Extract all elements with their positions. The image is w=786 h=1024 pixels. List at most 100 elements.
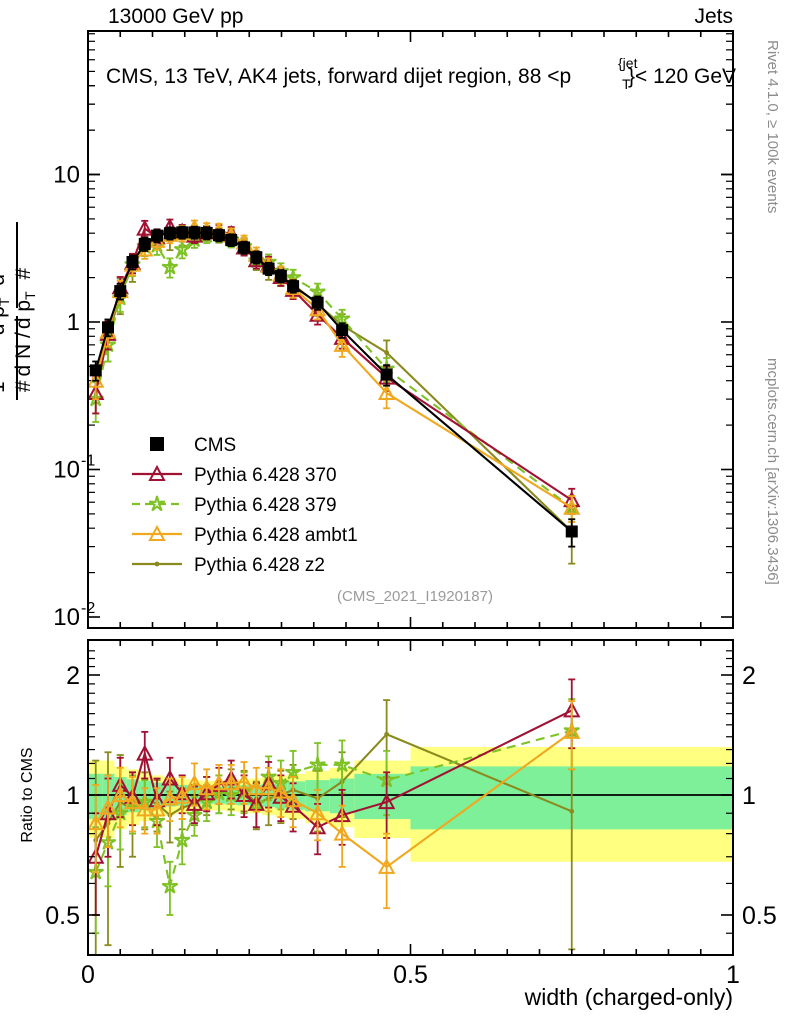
main-y-axis-label-den: 1d pT dλ: [0, 267, 14, 393]
ratio-y-tick-label-right: 0.5: [742, 902, 777, 930]
marker-square: [101, 321, 114, 334]
marker-square: [188, 226, 201, 239]
band-inner: [354, 773, 411, 820]
marker-star: [333, 310, 351, 327]
marker-triangle: [89, 814, 105, 831]
marker-star: [309, 756, 326, 773]
marker-star: [284, 764, 302, 780]
marker-triangle: [377, 792, 396, 810]
marker-triangle: [99, 798, 117, 815]
side-label-mcplots: mcplots.cern.ch [arXiv:1306.3436]: [764, 358, 781, 585]
marker-star: [161, 878, 179, 894]
marker-triangle: [259, 779, 278, 796]
main-title-sup: {jet: [618, 55, 638, 71]
marker-square: [262, 262, 275, 275]
marker-dot: [384, 350, 390, 356]
marker-square: [150, 437, 164, 451]
marker-square: [311, 296, 324, 309]
x-axis-title: width (charged-only): [524, 984, 733, 1010]
marker-triangle: [198, 779, 216, 796]
marker-triangle: [173, 787, 191, 804]
main-axis-ticks: [87, 31, 734, 628]
legend-label: Pythia 6.428 379: [194, 495, 337, 516]
marker-triangle: [333, 335, 351, 352]
ratio-y-tick-label-right: 1: [742, 782, 756, 810]
marker-star: [309, 283, 326, 300]
y-tick-label: 1: [67, 309, 80, 336]
ratio-y-tick-label: 2: [66, 662, 80, 690]
marker-triangle: [136, 219, 154, 236]
ratio-y-tick-label: 0.5: [45, 902, 80, 930]
marker-dot: [154, 561, 160, 567]
main-panel-frame: [87, 30, 734, 629]
marker-triangle: [247, 779, 266, 796]
marker-square: [380, 368, 393, 381]
marker-square: [126, 256, 139, 269]
marker-square: [89, 364, 102, 377]
marker-square: [163, 227, 176, 240]
x-tick-label: 0: [81, 961, 95, 989]
marker-square: [225, 233, 238, 246]
marker-square: [114, 285, 127, 298]
marker-star: [161, 259, 179, 275]
marker-triangle: [185, 794, 204, 811]
legend-label: Pythia 6.428 370: [194, 465, 337, 486]
marker-triangle: [235, 772, 253, 789]
marker-square: [274, 270, 287, 283]
marker-triangle: [111, 785, 129, 802]
marker-square: [212, 229, 225, 242]
marker-triangle: [148, 524, 166, 541]
main-data-series: [89, 217, 581, 565]
marker-square: [238, 241, 251, 254]
x-tick-label: 0.5: [393, 961, 428, 989]
marker-star: [333, 756, 351, 773]
marker-dot: [384, 731, 390, 737]
dataset-watermark: (CMS_2021_I1920187): [337, 588, 493, 605]
marker-triangle: [377, 857, 396, 874]
marker-triangle: [185, 774, 204, 791]
marker-triangle: [377, 383, 396, 401]
marker-star: [174, 832, 191, 848]
y-tick-label: 10: [53, 162, 80, 189]
marker-dot: [569, 808, 575, 814]
x-tick-label: 1: [726, 961, 740, 989]
ratio-y-tick-labels: 2 2 1 1 0.5 0.5: [45, 662, 777, 930]
main-y-axis-label: #d N /d pT # 1d pT dλ d2N: [0, 222, 38, 400]
marker-square: [287, 280, 300, 293]
side-label-rivet: Rivet 4.1.0, ≥ 100k events: [764, 40, 781, 213]
marker-triangle: [210, 774, 228, 791]
marker-triangle: [333, 824, 351, 841]
ratio-y-tick-label-right: 2: [742, 662, 756, 690]
marker-square: [138, 237, 151, 250]
legend-label: Pythia 6.428 ambt1: [194, 525, 358, 546]
main-title-text: CMS, 13 TeV, AK4 jets, forward dijet reg…: [106, 65, 571, 88]
marker-triangle: [563, 722, 581, 739]
marker-triangle: [284, 791, 302, 808]
ratio-data-series: [89, 678, 581, 954]
main-title-sub: T: [622, 76, 631, 92]
y-tick-exponent: -1: [81, 453, 95, 470]
marker-square: [176, 226, 189, 239]
marker-square: [151, 229, 164, 242]
marker-triangle: [161, 789, 179, 806]
marker-triangle: [136, 744, 154, 761]
marker-triangle: [123, 792, 142, 810]
marker-star: [174, 241, 191, 257]
y-tick-exponent: -2: [81, 600, 95, 617]
legend-label: CMS: [194, 435, 236, 456]
x-tick-labels: 0 0.5 1: [81, 961, 740, 989]
ratio-y-tick-label: 1: [66, 782, 80, 810]
main-title-tail: }< 120 GeV: [628, 65, 736, 88]
marker-square: [200, 226, 213, 239]
header-right: Jets: [694, 5, 733, 28]
main-plot-title: CMS, 13 TeV, AK4 jets, forward dijet reg…: [106, 55, 736, 92]
marker-triangle: [563, 498, 581, 515]
marker-triangle: [308, 804, 327, 821]
marker-triangle: [148, 464, 166, 481]
marker-square: [336, 324, 349, 337]
legend: CMS Pythia 6.428 370 Pythia 6.428 379 Pythi…: [132, 435, 358, 576]
ratio-y-axis-label: Ratio to CMS: [19, 747, 36, 842]
marker-star: [148, 495, 166, 512]
